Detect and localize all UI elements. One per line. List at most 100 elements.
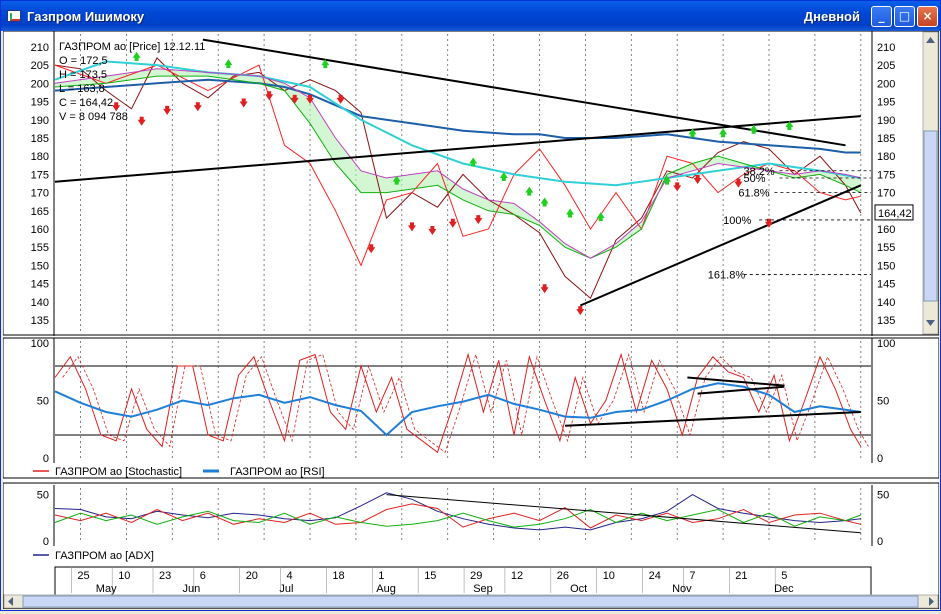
- rsi-legend-label: ГАЗПРОМ ао [RSI]: [230, 466, 325, 478]
- sell-signal-arrow: [734, 178, 743, 188]
- buy-signal-arrow: [749, 124, 758, 134]
- osc-y-tick-left: 50: [37, 396, 49, 408]
- osc-y-tick-left: 0: [43, 453, 49, 465]
- last-price-box: [874, 204, 914, 221]
- price-info-line: V = 8 094 788: [59, 111, 128, 123]
- y-tick-label-left: 145: [31, 279, 49, 291]
- y-tick-label-left: 190: [31, 115, 49, 127]
- senkou-span-a: [54, 75, 862, 259]
- rsi-line: [54, 382, 861, 437]
- price-series-line: [54, 57, 862, 300]
- title-bar[interactable]: Газпром Ишимоку Дневной _ □ ×: [1, 1, 940, 31]
- senkou-span-b: [54, 68, 861, 259]
- stochastic-legend-label: ГАЗПРОМ ао [Stochastic]: [55, 466, 182, 478]
- y-tick-label-left: 165: [31, 206, 49, 218]
- buy-signal-arrow: [132, 51, 141, 61]
- osc-trendline: [687, 376, 785, 387]
- sell-signal-arrow: [765, 218, 773, 228]
- y-tick-label-right: 150: [877, 260, 895, 272]
- buy-signal-arrow: [785, 121, 794, 131]
- y-tick-label-left: 205: [31, 60, 49, 72]
- y-tick-label-left: 150: [31, 260, 49, 272]
- buy-signal-arrow: [540, 197, 549, 207]
- x-day-label: 20: [246, 570, 258, 582]
- buy-signal-arrow: [719, 128, 728, 138]
- buy-signal-arrow: [392, 175, 401, 185]
- sell-signal-arrow: [336, 94, 345, 104]
- osc-y-tick-right: 0: [877, 453, 883, 465]
- y-tick-label-right: 180: [877, 151, 895, 163]
- y-tick-label-right: 200: [877, 78, 895, 90]
- y-tick-label-left: 200: [31, 78, 49, 90]
- y-tick-label-right: 170: [877, 188, 895, 200]
- buy-signal-arrow: [499, 172, 508, 182]
- app-chart-icon: [7, 10, 21, 22]
- sell-signal-arrow: [239, 98, 248, 108]
- sell-signal-arrow: [367, 244, 376, 254]
- maximize-icon: □: [898, 9, 911, 23]
- x-month-label: Dec: [774, 583, 794, 595]
- sell-signal-arrow: [408, 222, 416, 232]
- x-day-label: 21: [735, 570, 747, 582]
- maximize-button[interactable]: □: [894, 6, 915, 27]
- x-day-label: 10: [118, 570, 130, 582]
- fib-level-label: 38.2%: [744, 166, 775, 178]
- sell-signal-arrow: [137, 116, 146, 126]
- fib-level-label: 50%: [744, 173, 766, 185]
- window-title: Газпром Ишимоку: [27, 9, 145, 24]
- trendline: [579, 184, 862, 307]
- scroll-right-icon[interactable]: [929, 597, 934, 606]
- y-tick-label-left: 185: [31, 133, 49, 145]
- x-day-label: 5: [781, 570, 787, 582]
- adx-y-tick-left: 0: [43, 536, 49, 548]
- moving-average-dark: [54, 78, 861, 154]
- last-price-label: 164,42: [878, 208, 912, 220]
- x-day-label: 10: [603, 570, 615, 582]
- osc-y-tick-right: 50: [877, 396, 889, 408]
- y-tick-label-right: 160: [877, 224, 895, 236]
- x-month-label: May: [96, 583, 117, 595]
- adx-y-tick-right: 0: [877, 536, 883, 548]
- scroll-up-icon[interactable]: [926, 37, 935, 43]
- oscillator-pane: [2, 337, 940, 479]
- sell-signal-arrow: [428, 226, 437, 236]
- sell-signal-arrow: [576, 306, 585, 316]
- sell-signal-arrow: [474, 215, 483, 225]
- period-label: Дневной: [803, 9, 860, 24]
- y-tick-label-right: 145: [877, 279, 895, 291]
- osc-trendline: [564, 411, 861, 427]
- buy-signal-arrow: [321, 59, 330, 69]
- buy-signal-arrow: [525, 186, 534, 196]
- close-button[interactable]: ×: [917, 6, 938, 27]
- sell-signal-arrow: [448, 218, 457, 228]
- sell-signal-arrow: [693, 175, 702, 185]
- scroll-left-icon[interactable]: [8, 597, 13, 606]
- y-tick-label-left: 175: [31, 169, 49, 181]
- scroll-down-icon[interactable]: [926, 320, 935, 326]
- stochastic-signal-line: [62, 353, 869, 453]
- chart-area: 135 135 140 140 145 145 150 150 155 155 160 160 165 1…: [2, 30, 940, 610]
- buy-signal-arrow: [688, 128, 697, 138]
- buy-signal-arrow: [596, 212, 605, 222]
- horizontal-scroll-thumb[interactable]: [22, 595, 919, 608]
- minimize-button[interactable]: _: [871, 6, 892, 27]
- price-title: ГАЗПРОМ ао [Price] 12.12.11: [59, 41, 205, 53]
- price-info-line: H = 173,5: [59, 69, 107, 81]
- y-tick-label-right: 190: [877, 115, 895, 127]
- minus-di-line: [54, 503, 861, 529]
- fib-level-label: 61.8%: [738, 188, 769, 200]
- adx-line: [54, 492, 861, 531]
- x-day-label: 25: [77, 570, 89, 582]
- y-tick-label-left: 195: [31, 97, 49, 109]
- adx-trendline: [386, 494, 861, 534]
- fib-level-label: 161.8%: [708, 270, 746, 282]
- trendline: [54, 115, 861, 183]
- x-month-label: Sep: [473, 583, 493, 595]
- x-day-label: 1: [378, 570, 384, 582]
- price-info-line: L = 163,8: [59, 83, 105, 95]
- sell-signal-arrow: [112, 102, 121, 112]
- x-day-label: 29: [470, 570, 482, 582]
- price-scroll-thumb[interactable]: [923, 130, 938, 302]
- x-day-label: 26: [557, 570, 569, 582]
